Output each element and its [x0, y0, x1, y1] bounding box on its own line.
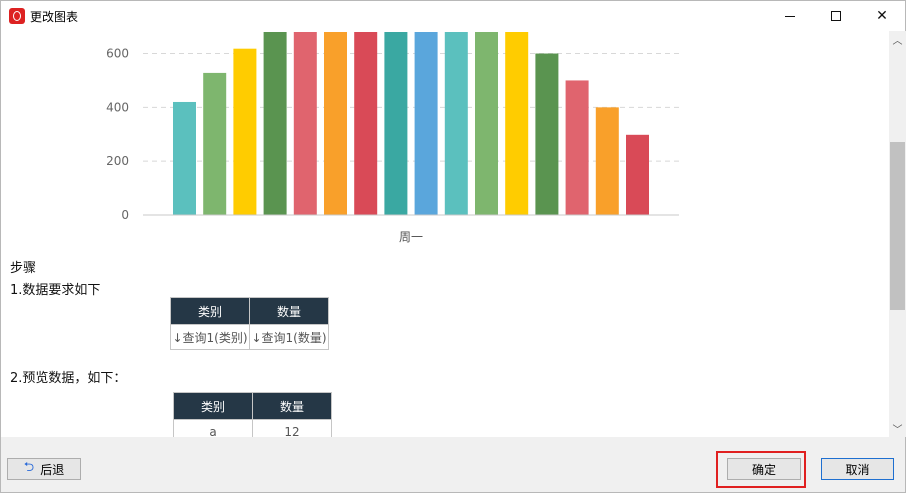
bar[interactable]	[565, 80, 589, 215]
minimize-icon	[785, 15, 795, 17]
minimize-button[interactable]	[767, 1, 813, 31]
ok-highlight-box	[716, 451, 806, 488]
scroll-down-icon[interactable]: ﹀	[892, 425, 903, 436]
y-tick-label: 200	[106, 154, 129, 168]
preview-table: 类别 数量 a 12	[173, 392, 332, 437]
vertical-scrollbar[interactable]: ︿ ﹀	[889, 31, 906, 437]
title-bar: 更改图表 ✕	[1, 1, 905, 31]
bar[interactable]	[293, 32, 317, 215]
requirement-table: 类别 数量 ↓查询1(类别) ↓查询1(数量)	[170, 297, 329, 350]
x-tick-label: 周一	[399, 230, 423, 244]
cancel-button[interactable]: 取消	[821, 458, 894, 480]
close-button[interactable]: ✕	[859, 1, 905, 31]
content-area: 0 200 400 600 周一 步骤 1.数据要求如下 类别 数量 ↓查询1(类别) …	[1, 31, 889, 437]
bar[interactable]	[384, 32, 408, 215]
preview-cell-category: a	[173, 419, 253, 437]
bar[interactable]	[263, 32, 287, 215]
window-title: 更改图表	[30, 10, 79, 24]
maximize-button[interactable]	[813, 1, 859, 31]
bar[interactable]	[173, 101, 196, 215]
bar[interactable]	[535, 53, 559, 215]
step-2-text: 2.预览数据，如下：	[10, 371, 127, 386]
bar[interactable]	[475, 32, 498, 215]
app-logo-icon	[9, 8, 25, 24]
scroll-up-icon[interactable]: ︿	[892, 36, 903, 47]
preview-cell-quantity: 12	[252, 419, 332, 437]
bar[interactable]	[233, 48, 257, 215]
bar[interactable]	[626, 134, 649, 215]
bar[interactable]	[444, 32, 468, 215]
bar[interactable]	[324, 32, 347, 215]
ok-button[interactable]: 确定	[727, 458, 801, 480]
bar[interactable]	[595, 107, 619, 215]
step-1-text: 1.数据要求如下	[10, 283, 101, 298]
y-tick-label: 600	[106, 47, 129, 61]
dialog-footer: ⮌ 后退 确定 取消	[1, 437, 905, 492]
req-header-category: 类别	[170, 297, 250, 325]
bar[interactable]	[414, 32, 438, 215]
preview-header-quantity: 数量	[252, 392, 332, 420]
y-tick-label: 0	[121, 208, 129, 222]
preview-header-category: 类别	[173, 392, 253, 420]
bar[interactable]	[203, 72, 227, 215]
y-tick-label: 400	[106, 100, 129, 114]
maximize-icon	[831, 11, 841, 21]
steps-heading: 步骤	[10, 261, 37, 276]
undo-arrow-icon: ⮌	[23, 460, 35, 475]
back-label: 后退	[40, 462, 65, 477]
req-cell-quantity: ↓查询1(数量)	[249, 324, 329, 350]
bar-chart: 0 200 400 600 周一	[106, 32, 679, 244]
bar[interactable]	[354, 32, 378, 215]
bar[interactable]	[505, 32, 529, 215]
close-icon: ✕	[876, 8, 888, 24]
req-header-quantity: 数量	[249, 297, 329, 325]
req-cell-category: ↓查询1(类别)	[170, 324, 250, 350]
scroll-thumb[interactable]	[890, 142, 905, 310]
back-button[interactable]: ⮌ 后退	[7, 458, 81, 480]
